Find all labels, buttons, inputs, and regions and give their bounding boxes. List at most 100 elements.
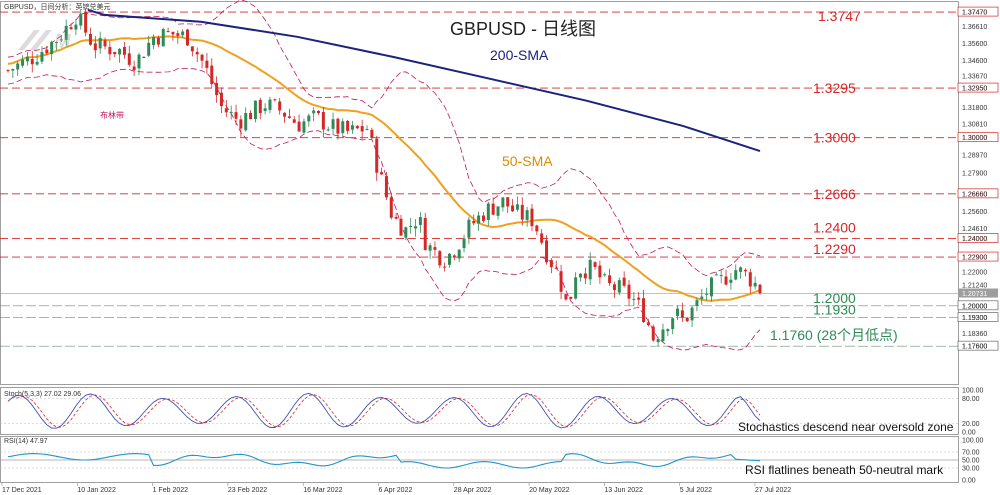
candle-body (549, 260, 553, 268)
x-tick-label: 10 Jan 2022 (77, 487, 116, 494)
candle-body (428, 245, 432, 251)
y-tick-label: 1.28970 (962, 153, 987, 160)
candle-body (462, 238, 466, 249)
candle-body (45, 49, 49, 54)
candle-body (530, 208, 534, 227)
candle-body (375, 138, 379, 173)
candle-body (307, 115, 311, 122)
candle-body (224, 108, 228, 113)
candle-body (253, 100, 257, 120)
candle-body (598, 265, 602, 278)
level-label: 1.3747 (818, 8, 861, 24)
stoch-tick-label: 20.00 (962, 421, 980, 428)
level-tag-box (957, 82, 999, 93)
candle-body (651, 326, 655, 341)
candle-body (365, 129, 369, 131)
bollinger-lower (7, 68, 761, 351)
candle-body (229, 111, 233, 113)
candle-body (559, 271, 563, 292)
candle-body (637, 297, 641, 300)
candle-body (748, 272, 752, 287)
rsi-line (7, 453, 761, 469)
y-tick-label: 1.21240 (962, 282, 987, 289)
candle-body (389, 197, 393, 218)
x-tick-label: 1 Feb 2022 (153, 487, 189, 494)
x-tick-label: 6 Apr 2022 (379, 487, 413, 494)
candle-body (210, 65, 214, 84)
level-label: 1.3000 (813, 130, 856, 146)
candle-body (642, 298, 646, 323)
candle-body (627, 284, 631, 299)
candle-body (40, 52, 44, 62)
stoch-label: Stoch(5,3,3) 27.02 29.06 (4, 391, 81, 398)
y-tick-label: 1.20000 (962, 303, 987, 310)
candle-body (423, 218, 427, 251)
candle-body (515, 204, 519, 210)
level-tag-box (957, 6, 999, 17)
candle-body (448, 253, 451, 265)
candle-body (98, 37, 102, 49)
candle-body (166, 31, 170, 33)
candle-body (724, 276, 728, 285)
candle-body (612, 284, 616, 291)
candle-body (195, 51, 199, 55)
candle-body (685, 317, 689, 322)
level-label: 1.3295 (813, 80, 856, 96)
candle-body (132, 66, 136, 71)
candle-body (399, 218, 403, 236)
candle-body (452, 255, 456, 258)
candle-body (219, 92, 223, 107)
level-tag-label: 1.22900 (962, 255, 987, 262)
candle-body (646, 322, 650, 326)
candle-body (190, 46, 194, 52)
level-tag-box (957, 340, 999, 351)
y-tick-label: 1.24000 (962, 236, 987, 243)
candle-body (35, 61, 39, 65)
level-label: 1.2400 (813, 220, 856, 236)
level-tag-label: 1.24000 (962, 236, 987, 243)
candle-body (181, 31, 185, 36)
candle-body (564, 294, 568, 300)
candle-body (404, 227, 408, 238)
time-axis: 17 Dec 2021 10 Jan 2022 1 Feb 2022 23 Feb 2… (1, 483, 791, 494)
candle-body (758, 284, 762, 294)
candle-body (258, 99, 262, 114)
candle-body (666, 329, 670, 332)
y-tick-label: 1.17600 (962, 344, 987, 351)
candle-body (176, 33, 180, 36)
candle-body (380, 172, 384, 175)
candle-body (147, 42, 151, 56)
x-tick-label: 16 Mar 2022 (303, 487, 342, 494)
candle-body (84, 11, 88, 33)
candle-body (690, 307, 694, 321)
candle-body (341, 121, 345, 134)
candle-body (234, 112, 238, 119)
candle-body (384, 176, 388, 198)
candle-body (74, 24, 78, 30)
candle-body (491, 203, 495, 215)
x-tick-label: 17 Dec 2021 (2, 487, 42, 494)
candle-body (336, 118, 340, 134)
candle-body (709, 277, 713, 297)
candle-body (535, 225, 539, 232)
candle-body (394, 216, 398, 219)
sma200-label: 200-SMA (490, 47, 549, 63)
candle-body (569, 296, 573, 299)
y-tick-label: 1.25600 (962, 209, 987, 216)
y-tick-label: 1.35600 (962, 41, 987, 48)
candle-body (268, 99, 272, 110)
candle-body (617, 280, 621, 293)
candle-body (263, 108, 267, 112)
candle-body (414, 226, 418, 229)
candle-body (578, 273, 582, 278)
candle-body (55, 41, 59, 43)
candle-body (661, 329, 665, 342)
svg-text:M: M (54, 31, 72, 53)
level-tag-label: 1.30000 (962, 135, 987, 142)
candle-body (297, 121, 301, 132)
rsi-tick-label: 100.00 (962, 438, 984, 445)
candle-body (171, 31, 175, 35)
candle-body (714, 274, 718, 276)
stoch-note: Stochastics descend near oversold zone (738, 420, 954, 434)
candle-body (317, 110, 320, 114)
